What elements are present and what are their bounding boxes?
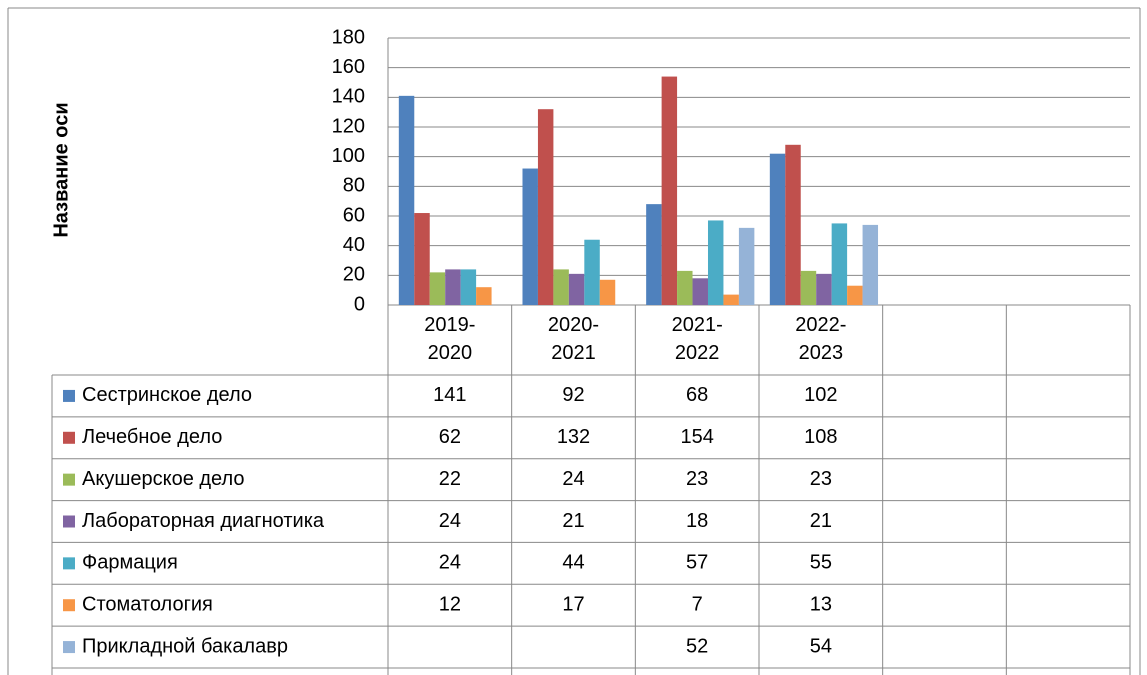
bar xyxy=(800,270,817,305)
table-value: 92 xyxy=(562,384,584,406)
legend-label: Сестринское дело xyxy=(82,384,252,406)
bar xyxy=(646,204,662,305)
bar xyxy=(816,273,832,305)
bar xyxy=(831,223,848,305)
x-tick-label: 2020-2021 xyxy=(547,314,600,364)
table-value: 54 xyxy=(810,635,832,657)
y-tick-label: 80 xyxy=(343,175,365,197)
legend-label: Лабораторная диагнотика xyxy=(82,510,325,532)
table-value: 154 xyxy=(680,426,713,448)
y-tick-label: 40 xyxy=(343,234,365,256)
y-tick-label: 0 xyxy=(354,293,365,315)
bar xyxy=(584,239,600,305)
table-value: 44 xyxy=(562,552,584,574)
legend-swatch xyxy=(63,515,75,528)
table-value: 24 xyxy=(439,552,461,574)
bar xyxy=(661,76,678,305)
y-tick-label: 120 xyxy=(332,115,365,137)
table-value: 22 xyxy=(439,468,461,490)
table-value: 102 xyxy=(804,384,837,406)
table-value: 21 xyxy=(562,510,584,532)
bar xyxy=(553,269,569,305)
y-tick-label: 140 xyxy=(332,86,365,108)
table-value: 7 xyxy=(692,593,703,615)
table-value: 21 xyxy=(810,510,832,532)
legend-label: Стоматология xyxy=(82,593,213,615)
legend-label: Прикладной бакалавр xyxy=(82,635,288,657)
table-value: 108 xyxy=(804,426,837,448)
table-value: 62 xyxy=(439,426,461,448)
bar xyxy=(707,220,724,305)
bar xyxy=(568,273,585,305)
legend-label: Лечебное дело xyxy=(82,426,222,448)
bar xyxy=(445,269,461,305)
legend-swatch xyxy=(63,641,75,654)
y-tick-label: 160 xyxy=(332,56,365,78)
x-tick-label: 2022-2023 xyxy=(795,314,847,364)
x-tick-label: 2019-2020 xyxy=(424,314,476,364)
bar xyxy=(522,168,538,305)
bar xyxy=(537,109,554,305)
y-axis-title: Название оси xyxy=(50,102,72,237)
bar xyxy=(692,278,708,305)
legend-label: Фармация xyxy=(82,552,178,574)
legend-label: Акушерское дело xyxy=(82,468,245,490)
table-value: 24 xyxy=(439,510,461,532)
legend-swatch xyxy=(63,431,75,444)
table-value: 68 xyxy=(686,384,708,406)
legend-swatch xyxy=(63,389,75,402)
y-tick-label: 20 xyxy=(343,264,365,286)
y-tick-label: 100 xyxy=(332,145,365,167)
table-value: 132 xyxy=(557,426,590,448)
bar xyxy=(769,153,786,305)
table-value: 13 xyxy=(810,593,832,615)
bar xyxy=(785,144,801,305)
bar xyxy=(476,287,492,305)
bar xyxy=(414,213,430,305)
table-value: 55 xyxy=(810,552,832,574)
bar xyxy=(398,95,415,305)
table-value: 23 xyxy=(810,468,832,490)
table-value: 141 xyxy=(433,384,466,406)
bar xyxy=(429,272,446,305)
legend-swatch xyxy=(63,599,75,612)
table-value: 17 xyxy=(562,593,584,615)
table-value: 52 xyxy=(686,635,708,657)
bar xyxy=(738,227,755,305)
bar xyxy=(599,279,616,305)
x-tick-label: 2021-2022 xyxy=(671,314,723,364)
bar xyxy=(862,224,879,305)
table-value: 12 xyxy=(439,593,461,615)
bar xyxy=(460,269,477,305)
y-tick-label: 180 xyxy=(332,26,365,48)
table-value: 24 xyxy=(562,468,584,490)
table-value: 18 xyxy=(686,510,708,532)
bar xyxy=(723,294,739,305)
table-value: 23 xyxy=(686,468,708,490)
bar xyxy=(847,285,863,305)
y-tick-label: 60 xyxy=(343,204,365,226)
bar xyxy=(677,270,693,305)
legend-swatch xyxy=(63,557,75,570)
table-value: 57 xyxy=(686,552,708,574)
legend-swatch xyxy=(63,473,75,486)
